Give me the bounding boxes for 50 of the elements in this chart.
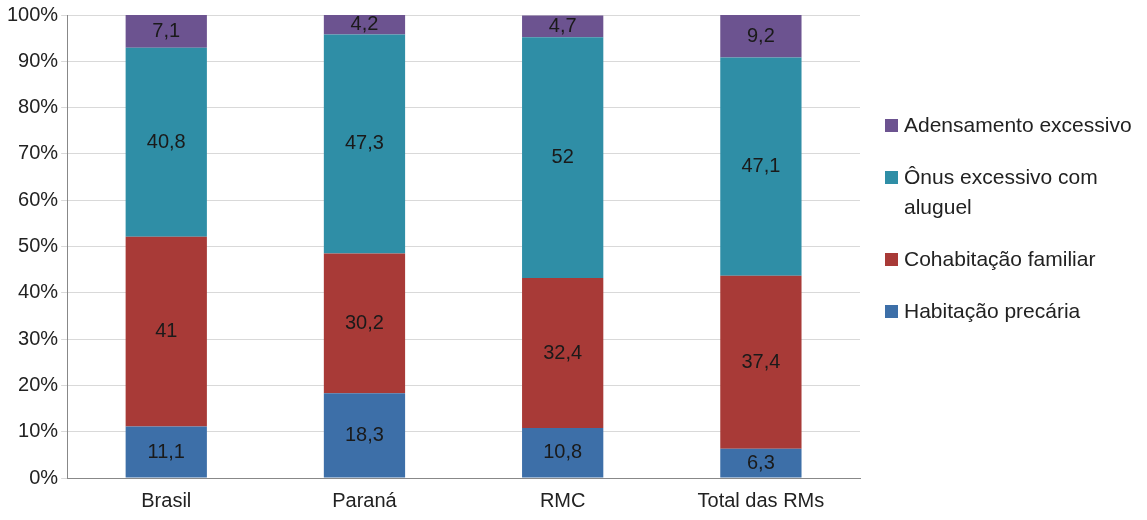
bar [522, 277, 604, 428]
x-tick-label: Brasil [141, 488, 192, 511]
bar [125, 426, 207, 478]
bar [720, 275, 802, 449]
bar [522, 37, 604, 278]
x-tick-label: RMC [539, 488, 586, 511]
legend-label: Habitação precária [904, 298, 1081, 324]
data-label: 37,4 [741, 349, 781, 372]
y-tick-label: 100% [7, 2, 59, 25]
bar [522, 15, 604, 38]
legend-label: Adensamento excessivo [904, 112, 1132, 138]
x-tick-label: Paraná [332, 488, 398, 511]
y-tick-label: 50% [18, 234, 59, 257]
legend-label: Ônus excessivo com aluguel [904, 164, 1099, 220]
data-label: 4,7 [548, 13, 577, 36]
legend-label: Cohabitação familiar [904, 246, 1096, 272]
data-label: 41 [155, 319, 178, 342]
data-label: 7,1 [152, 18, 181, 41]
y-tick-label: 10% [18, 419, 59, 442]
data-label: 52 [551, 145, 574, 168]
y-tick-label: 20% [18, 372, 59, 395]
bar [323, 393, 406, 478]
y-tick-label: 0% [29, 465, 59, 488]
bar [323, 34, 406, 254]
data-label: 10,8 [543, 440, 583, 463]
y-tick-label: 60% [18, 187, 59, 210]
bar [125, 47, 207, 237]
y-tick-label: 30% [18, 326, 59, 349]
data-label: 30,2 [345, 310, 384, 333]
bar [720, 15, 802, 58]
data-label: 9,2 [746, 23, 775, 46]
data-label: 18,3 [345, 422, 384, 445]
y-tick-label: 80% [18, 95, 59, 118]
data-label: 6,3 [746, 450, 775, 473]
data-label: 11,1 [147, 439, 185, 462]
bar [125, 236, 207, 427]
bar [323, 253, 406, 394]
data-label: 47,3 [345, 131, 384, 154]
bar [720, 57, 802, 276]
data-label: 40,8 [146, 129, 186, 152]
y-tick-label: 40% [18, 280, 59, 303]
y-tick-label: 90% [18, 48, 59, 71]
bar [522, 428, 604, 478]
data-label: 4,2 [350, 12, 379, 35]
bar [125, 15, 207, 48]
data-label: 47,1 [741, 154, 781, 177]
y-tick-label: 70% [18, 141, 59, 164]
x-tick-label: Total das RMs [697, 488, 825, 511]
data-label: 32,4 [543, 340, 583, 363]
bar [720, 448, 802, 478]
